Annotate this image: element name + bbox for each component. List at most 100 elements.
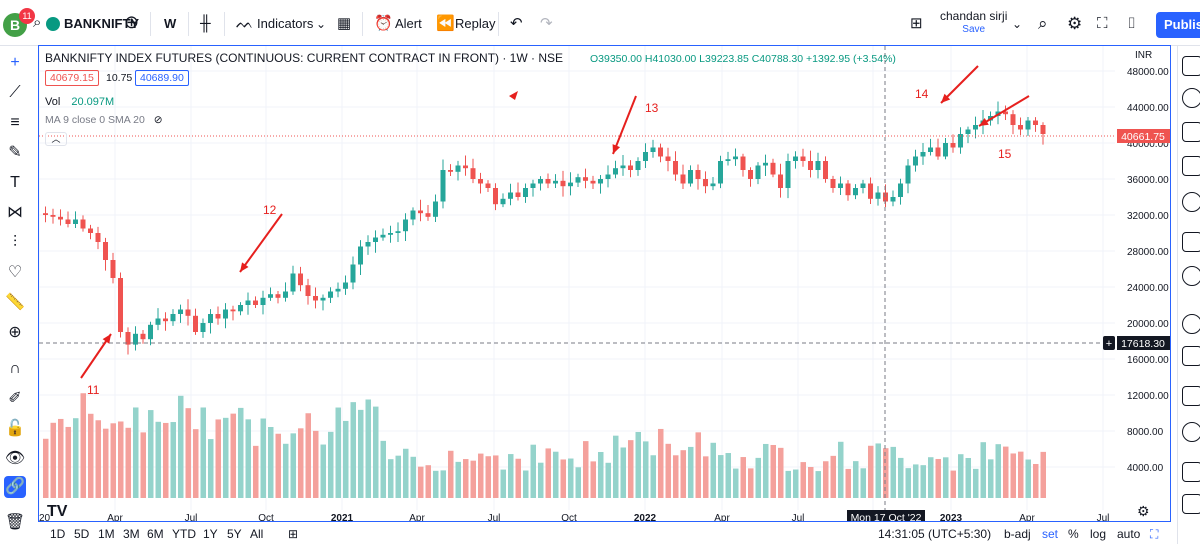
- undo-icon[interactable]: ↶: [510, 14, 523, 34]
- volume-bar: [943, 457, 949, 498]
- chart-title[interactable]: BANKNIFTY INDEX FUTURES (CONTINUOUS: CUR…: [45, 51, 563, 65]
- candle-body: [486, 184, 491, 189]
- broadcast-icon[interactable]: [1182, 422, 1200, 442]
- range-ytd-button[interactable]: YTD: [172, 527, 196, 541]
- volume-bar: [816, 471, 822, 498]
- candle-body: [411, 211, 416, 220]
- watchlist-icon[interactable]: [1182, 56, 1200, 76]
- search-symbol-icon[interactable]: ⌕: [33, 13, 41, 33]
- volume-bar: [51, 423, 57, 498]
- zoom-in-icon[interactable]: ⊕: [4, 322, 26, 344]
- collapse-legend-button[interactable]: ︿: [45, 132, 67, 146]
- compare-add-icon[interactable]: ⊕: [124, 12, 139, 32]
- session-button[interactable]: set: [1042, 527, 1058, 541]
- text-tool-icon[interactable]: T: [4, 172, 26, 194]
- range-3m-button[interactable]: 3M: [123, 527, 140, 541]
- layout-select-icon[interactable]: ⊞: [910, 14, 923, 34]
- range-5d-button[interactable]: 5D: [74, 527, 89, 541]
- interval-button[interactable]: W: [164, 14, 176, 34]
- chevron-down-icon[interactable]: ⌄: [316, 14, 326, 34]
- crosshair-icon[interactable]: +: [4, 52, 26, 74]
- eye-icon[interactable]: 👁: [4, 448, 26, 470]
- candle-body: [148, 325, 153, 339]
- heart-icon[interactable]: ♡: [4, 262, 26, 284]
- calendar-icon[interactable]: [1182, 192, 1200, 212]
- fullscreen-icon[interactable]: ⛶: [1097, 14, 1108, 34]
- dom-icon[interactable]: [1182, 494, 1200, 514]
- price-tick-label: 16000.00: [1127, 355, 1169, 366]
- candle-type-icon[interactable]: ╫: [200, 14, 211, 34]
- maximize-icon[interactable]: ⛶: [1150, 527, 1158, 542]
- link-icon[interactable]: 🔗: [4, 476, 26, 498]
- range-5y-button[interactable]: 5Y: [227, 527, 242, 541]
- replay-icon[interactable]: ⏪: [436, 14, 455, 34]
- candle-body: [726, 159, 731, 161]
- ruler-icon[interactable]: 📏: [4, 292, 26, 314]
- candle-body: [666, 157, 671, 162]
- quick-search-icon[interactable]: ⌕: [1038, 14, 1048, 34]
- order-panel-icon[interactable]: [1182, 462, 1200, 482]
- prediction-icon[interactable]: ⫶: [4, 232, 26, 254]
- range-1d-button[interactable]: 1D: [50, 527, 65, 541]
- time-tick-label: Oct: [561, 513, 577, 522]
- layout-name-button[interactable]: chandan sirji Save: [940, 10, 1007, 36]
- ask-price[interactable]: 40689.90: [135, 70, 189, 86]
- settings-gear-icon[interactable]: ⚙: [1067, 14, 1082, 34]
- publish-button[interactable]: Publish: [1156, 12, 1200, 38]
- replay-button[interactable]: Replay: [455, 14, 495, 34]
- pattern-icon[interactable]: ⋈: [4, 202, 26, 224]
- ma-legend: MA 9 close 0 SMA 20 ⊘: [45, 114, 163, 126]
- indicators-button[interactable]: Indicators: [257, 14, 313, 34]
- camera-snapshot-icon[interactable]: ⌷: [1127, 14, 1136, 34]
- b-adj-button[interactable]: b-adj: [1004, 527, 1031, 541]
- candle-body: [973, 125, 978, 130]
- alert-button[interactable]: Alert: [395, 14, 422, 34]
- chevron-down-icon[interactable]: ⌄: [1012, 14, 1022, 34]
- bid-price[interactable]: 40679.15: [45, 70, 99, 86]
- percent-button[interactable]: %: [1068, 527, 1079, 541]
- volume-bar: [321, 445, 327, 498]
- chart-canvas[interactable]: 11 12 13 14 15 48000.00 44000.00 40000.00 36000…: [39, 46, 1171, 522]
- candle-body: [366, 242, 371, 247]
- lock-icon[interactable]: 🔓: [4, 418, 26, 440]
- goto-date-icon[interactable]: ⊞: [288, 527, 298, 541]
- volume-bar: [808, 467, 814, 498]
- chats-icon[interactable]: [1182, 314, 1200, 334]
- range-all-button[interactable]: All: [250, 527, 263, 541]
- trend-line-icon[interactable]: ⟋: [4, 82, 26, 104]
- alert-clock-icon[interactable]: ⏰: [374, 14, 393, 34]
- range-1y-button[interactable]: 1Y: [203, 527, 218, 541]
- auto-button[interactable]: auto: [1117, 527, 1140, 541]
- candle-body: [816, 161, 821, 170]
- volume-bar: [96, 420, 102, 498]
- alerts-clock-icon[interactable]: [1182, 88, 1200, 108]
- ideas-icon[interactable]: [1182, 232, 1200, 252]
- drawing-toolbar: + ⟋ ≡ ✎ T ⋈ ⫶ ♡ 📏 ⊕ ∩ ✐ 🔓 👁 🔗 🗑: [0, 46, 30, 544]
- streams-icon[interactable]: [1182, 266, 1200, 286]
- currency-label[interactable]: INR: [1135, 50, 1152, 61]
- range-6m-button[interactable]: 6M: [147, 527, 164, 541]
- help-icon[interactable]: [1182, 386, 1200, 406]
- indicators-icon[interactable]: ᨓ: [236, 14, 254, 34]
- layouts-grid-icon[interactable]: ▦: [337, 14, 351, 34]
- chart-pane[interactable]: 11 12 13 14 15 48000.00 44000.00 40000.00 36000…: [38, 45, 1171, 522]
- candle-body: [673, 161, 678, 175]
- stay-drawing-icon[interactable]: ✐: [4, 388, 26, 410]
- symbol-logo-icon: [46, 17, 60, 31]
- chart-settings-gear-icon[interactable]: ⚙: [1137, 503, 1150, 519]
- eye-hidden-icon[interactable]: ⊘: [154, 114, 163, 126]
- brush-icon[interactable]: ✎: [4, 142, 26, 164]
- clock-time[interactable]: 14:31:05 (UTC+5:30): [878, 527, 991, 541]
- fib-retracement-icon[interactable]: ≡: [4, 112, 26, 134]
- data-window-icon[interactable]: [1182, 122, 1200, 142]
- hotlist-icon[interactable]: [1182, 156, 1200, 176]
- range-1m-button[interactable]: 1M: [98, 527, 115, 541]
- magnet-icon[interactable]: ∩: [4, 358, 26, 380]
- notifications-icon[interactable]: [1182, 346, 1200, 366]
- log-button[interactable]: log: [1090, 527, 1106, 541]
- candle-body: [456, 166, 461, 172]
- candle-body: [501, 199, 506, 204]
- redo-icon[interactable]: ↷: [540, 14, 553, 34]
- volume-bar: [1033, 464, 1039, 498]
- time-axis[interactable]: [39, 510, 1171, 522]
